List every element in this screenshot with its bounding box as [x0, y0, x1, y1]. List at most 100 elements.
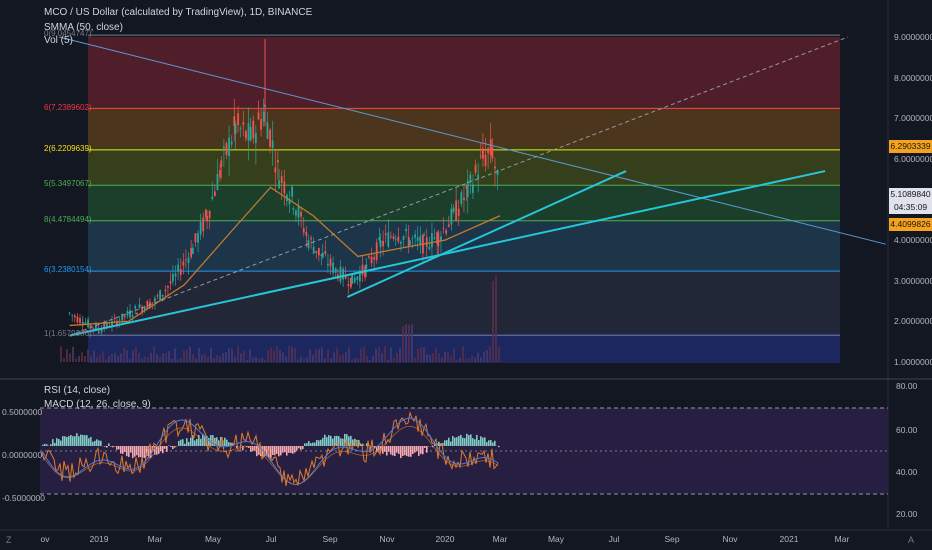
candle-body: [496, 169, 499, 176]
trendlines[interactable]: [59, 36, 886, 337]
macd-hist-bar: [328, 435, 330, 446]
candle-body: [208, 210, 211, 218]
auto-scale-icon[interactable]: A: [908, 535, 915, 545]
volume-bar: [492, 280, 494, 362]
candle-body: [156, 295, 159, 297]
volume-bar: [216, 355, 218, 362]
macd-hist-bar: [474, 439, 476, 446]
candle-body: [216, 173, 219, 191]
macd-hist-bar: [184, 443, 186, 446]
macd-hist-bar: [348, 436, 350, 446]
candle-body: [288, 199, 291, 205]
candle-body: [174, 273, 177, 277]
volume-bar: [420, 347, 422, 362]
volume-bar: [318, 348, 320, 362]
macd-indicator-label[interactable]: MACD (12, 26, close, 9): [44, 399, 151, 410]
trendline-2: [346, 170, 627, 298]
price-axis-tick: 4.0000000: [894, 235, 932, 246]
candle-body: [121, 313, 124, 321]
candle-body: [489, 139, 492, 156]
volume-bar: [150, 352, 152, 362]
macd-hist-bar: [138, 446, 140, 458]
price-candles: [68, 39, 499, 337]
macd-hist-bar: [204, 435, 206, 446]
zoom-icon[interactable]: Z: [6, 535, 12, 545]
rsi-indicator-label[interactable]: RSI (14, close): [44, 385, 111, 396]
candle-body: [167, 286, 169, 288]
macd-hist-bar: [480, 436, 482, 446]
candle-body: [494, 166, 496, 169]
macd-hist-bar: [402, 446, 404, 457]
volume-bar: [417, 348, 419, 362]
candle-body: [342, 268, 344, 280]
macd-hist-bar: [158, 446, 160, 454]
volume-bar: [405, 324, 407, 362]
macd-hist-bar: [96, 439, 98, 446]
macd-hist-bar: [416, 446, 418, 452]
macd-hist-bar: [490, 440, 492, 446]
volume-bar: [90, 356, 92, 362]
fib-label-6: 1(1.6579386): [44, 329, 92, 339]
macd-hist-bar: [388, 446, 390, 452]
macd-hist-bar: [56, 438, 58, 446]
macd-hist-bar: [320, 439, 322, 446]
volume-indicator-label[interactable]: Vol (5): [44, 35, 73, 46]
macd-hist-bar: [446, 440, 448, 446]
volume-bar: [354, 357, 356, 362]
macd-hist-bar: [338, 436, 340, 446]
macd-hist-bar: [404, 446, 406, 456]
time-axis-tick: Jul: [608, 534, 620, 544]
volume-bar: [378, 346, 380, 362]
rsi-axis-tick: 80.00: [896, 381, 918, 391]
candle-body: [79, 317, 81, 324]
macd-hist-bar: [68, 436, 70, 446]
time-axis-tick: 2021: [779, 534, 799, 544]
macd-hist-bar: [144, 446, 146, 458]
macd-hist-bar: [382, 446, 384, 454]
candle-body: [351, 273, 354, 284]
macd-hist-bar: [390, 446, 392, 455]
volume-bar: [387, 359, 389, 362]
candle-body: [392, 236, 395, 239]
macd-hist-bar: [130, 446, 132, 453]
candle-body: [190, 248, 193, 258]
macd-hist-bar: [230, 442, 232, 446]
candle-body: [431, 232, 433, 248]
volume-bar: [465, 358, 467, 362]
candle-body: [280, 176, 283, 184]
macd-hist-bar: [290, 446, 292, 453]
macd-hist-bar: [452, 436, 454, 446]
macd-hist-bar: [360, 443, 362, 446]
candle-body: [437, 232, 440, 246]
volume-bar: [381, 353, 383, 362]
candle-body: [191, 247, 194, 254]
volume-bar: [312, 355, 314, 362]
macd-hist-bar: [64, 436, 66, 446]
pane-separator[interactable]: [0, 378, 932, 380]
macd-hist-bar: [200, 439, 202, 446]
smma-indicator-label[interactable]: SMMA (50, close): [44, 22, 123, 33]
candle-body: [407, 236, 410, 247]
volume-bar: [258, 359, 260, 362]
volume-bar: [438, 353, 440, 362]
macd-hist-bar: [362, 443, 364, 446]
volume-bar: [180, 358, 182, 362]
volume-bar: [204, 353, 206, 362]
macd-hist-bar: [236, 446, 238, 448]
candle-body: [344, 275, 347, 279]
candle-body: [228, 137, 230, 157]
macd-hist-bar: [142, 446, 144, 458]
volume-bar: [357, 358, 359, 362]
macd-hist-bar: [478, 440, 480, 446]
candle-body: [416, 237, 419, 241]
price-badge-last: 5.1089840: [889, 188, 932, 201]
candle-body: [254, 133, 257, 143]
volume-bar: [477, 352, 479, 362]
candle-body: [324, 251, 327, 255]
macd-hist-bar: [476, 434, 478, 446]
price-axis-tick: 9.0000000: [894, 32, 932, 42]
candle-body: [440, 236, 442, 241]
volume-bar: [459, 357, 461, 362]
fib-label-3: 5(5.3497067): [44, 179, 92, 189]
